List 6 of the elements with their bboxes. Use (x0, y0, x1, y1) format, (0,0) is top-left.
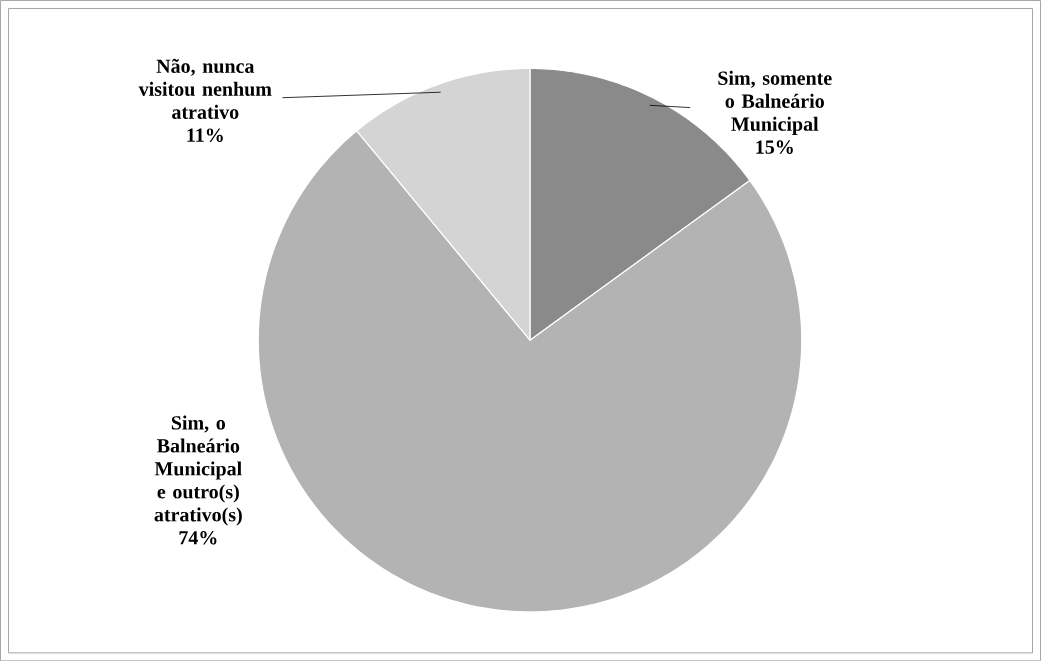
data-label: 74% (179, 530, 217, 545)
data-label: 15% (756, 140, 793, 154)
data-label: 11% (187, 128, 223, 142)
slice-label: Não, nunca visitou nenhum atrativo (138, 58, 272, 119)
slice-label: Sim, somente o Balneário Municipal (718, 70, 832, 135)
slice-label: Sim, o Balneário Municipal e outro(s) atrativo(s) (154, 415, 242, 526)
